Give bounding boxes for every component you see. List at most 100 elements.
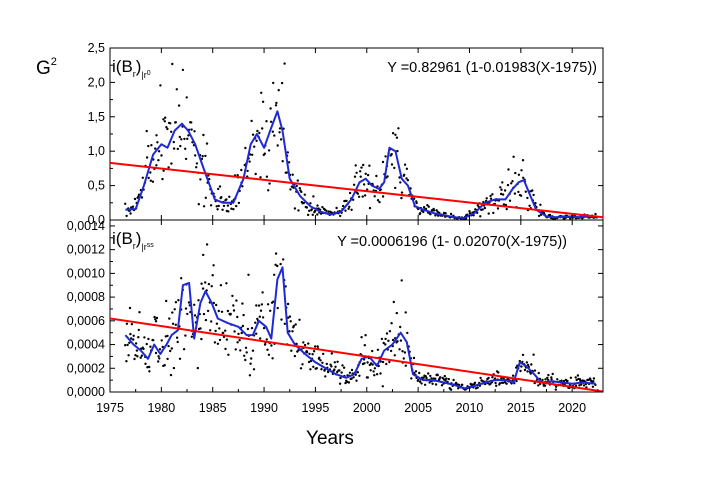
top-data-point [594,212,597,216]
bottom-data-point [440,384,444,387]
bottom-data-point [204,281,207,284]
bottom-y-tick-label: 0,0000 [67,385,105,399]
bottom-data-point [363,344,366,347]
top-data-point [524,190,527,193]
bottom-data-point [428,381,431,384]
bottom-data-point [262,326,266,330]
bottom-data-point [224,329,227,332]
bottom-data-point [255,304,258,307]
top-data-point [251,153,254,156]
bottom-data-point [390,322,393,325]
bottom-data-point [375,373,379,376]
top-data-point [267,189,270,192]
top-data-point [508,199,512,202]
top-data-point [444,212,447,215]
bottom-data-point [244,358,247,362]
bottom-data-point [134,354,137,357]
bottom-data-point [591,385,595,388]
bottom-data-point [544,378,547,381]
bottom-data-point [318,356,321,359]
bottom-data-point [127,354,130,357]
bottom-data-point [245,351,248,354]
top-data-point [396,149,399,153]
top-data-point [155,134,158,137]
bottom-data-point [291,330,294,333]
top-data-point [241,185,244,188]
bottom-data-point [282,258,285,261]
bottom-data-point [144,362,147,365]
top-data-point [166,127,169,131]
bottom-data-point [199,327,202,330]
top-data-point [180,138,183,141]
bottom-data-point [250,357,253,360]
top-data-point [278,127,282,130]
top-data-point [381,160,385,164]
bottom-data-point [143,336,146,339]
top-data-point [227,210,230,213]
top-data-point [537,214,541,218]
bottom-data-point [273,273,276,276]
top-data-point [357,195,361,198]
bottom-data-point [379,372,382,375]
top-data-point [517,190,520,194]
top-data-point [359,175,362,178]
bottom-data-point [184,307,188,310]
top-data-point [306,213,310,217]
top-data-point [313,209,317,213]
top-data-point [187,134,190,137]
top-data-point [308,209,311,212]
top-y-tick-label: 1,5 [88,110,105,124]
bottom-data-point [133,357,136,361]
bottom-data-point [244,346,248,349]
top-data-point [400,196,403,200]
bottom-data-point [387,339,390,342]
top-data-point [265,175,269,178]
bottom-data-point [145,342,148,346]
top-data-point [278,131,281,134]
top-data-point [426,204,429,207]
bottom-data-point [128,341,131,344]
bottom-data-point [276,306,279,310]
bottom-data-point [181,183,183,185]
top-data-point [279,138,283,141]
top-data-point [298,187,301,190]
top-data-point [217,187,220,191]
bottom-data-point [342,366,346,369]
bottom-data-point [283,322,286,325]
bottom-data-point [423,383,427,386]
bottom-data-point [276,264,279,268]
top-data-point [366,173,370,177]
bottom-data-point [476,386,479,389]
top-data-point [275,101,278,105]
bottom-data-point [537,384,540,387]
top-data-point [526,196,529,200]
top-data-point [250,119,253,123]
bottom-data-point [579,379,582,383]
x-tick-label: 2020 [558,401,586,415]
bottom-data-point [271,357,274,360]
bottom-data-point [235,299,238,302]
bottom-data-point [202,253,205,257]
bottom-data-point [314,345,317,348]
bottom-y-tick-label: 0,0002 [67,361,105,375]
top-data-point [194,154,197,157]
bottom-data-point [491,376,494,379]
top-data-point [390,153,393,156]
bottom-data-point [284,285,287,288]
bottom-data-point [363,362,366,365]
top-data-point [225,198,228,201]
x-tick-label: 1985 [199,401,227,415]
x-tick-label: 1975 [96,401,124,415]
top-data-point [286,151,289,154]
top-data-point [199,178,202,181]
top-data-point [141,176,144,179]
top-data-point [172,147,176,150]
bottom-data-point [260,303,264,306]
top-data-point [395,136,399,139]
bottom-data-point [267,353,271,356]
top-data-point [400,191,404,194]
bottom-data-point [209,329,212,332]
top-data-point [503,189,507,192]
bottom-data-point [190,335,193,338]
bottom-data-point [551,372,554,376]
